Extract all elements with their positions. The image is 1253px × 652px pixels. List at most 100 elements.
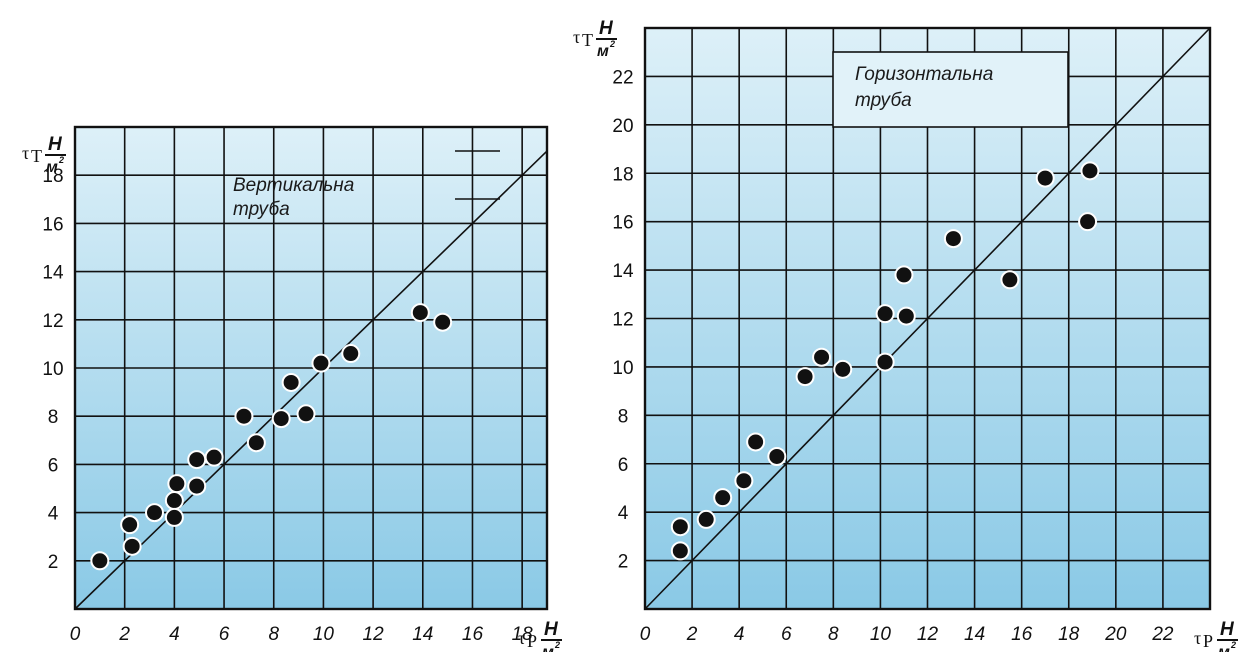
- data-point: [767, 446, 787, 466]
- data-point: [734, 471, 754, 491]
- x-tick-label: 6: [219, 624, 230, 645]
- axis-unit-denominator: м: [542, 644, 554, 652]
- data-point: [670, 541, 690, 561]
- y-axis-label: τ TНм 2: [22, 134, 66, 176]
- axis-unit-superscript: 2: [554, 640, 560, 650]
- y-axis-label: τ TНм 2: [573, 18, 617, 60]
- y-tick-label: 4: [618, 503, 629, 524]
- x-tick-label: 12: [917, 624, 939, 645]
- x-axis-label: τPНм2: [1194, 619, 1238, 652]
- data-point: [1080, 161, 1100, 181]
- axis-unit-denominator: м: [597, 43, 609, 60]
- x-tick-label: 18: [512, 624, 534, 645]
- axis-symbol: τ: [1194, 628, 1201, 648]
- reference-line: [74, 150, 548, 610]
- axis-unit-superscript: 2: [58, 155, 64, 165]
- y-tick-label: 8: [618, 406, 629, 427]
- x-tick-label: 4: [734, 624, 745, 645]
- data-point: [296, 404, 316, 424]
- axis-symbol: τ: [518, 628, 525, 648]
- y-tick-label: 18: [612, 164, 633, 185]
- axis-subscript: T: [31, 146, 42, 166]
- y-tick-label: 2: [48, 552, 59, 573]
- y-tick-label: 22: [612, 67, 633, 88]
- data-point: [246, 433, 266, 453]
- x-tick-label: 22: [1151, 624, 1174, 645]
- y-tick-label: 10: [42, 359, 63, 380]
- axis-unit-denominator: м: [1218, 644, 1230, 652]
- data-point: [311, 353, 331, 373]
- reference-line: [644, 27, 1211, 610]
- data-point: [1000, 270, 1020, 290]
- axis-unit-numerator: Н: [1220, 619, 1235, 640]
- annotation-text: труба: [233, 199, 290, 220]
- data-point: [433, 312, 453, 332]
- data-point: [875, 352, 895, 372]
- x-tick-label: 2: [686, 624, 698, 645]
- data-point: [670, 517, 690, 537]
- data-point: [812, 347, 832, 367]
- x-tick-label: 14: [412, 624, 433, 645]
- plot-frame: [643, 26, 1212, 611]
- axis-symbol: τ: [22, 143, 29, 163]
- y-tick-label: 16: [42, 214, 63, 235]
- axis-unit-denominator: м: [46, 159, 58, 176]
- data-point: [1035, 168, 1055, 188]
- data-point: [713, 488, 733, 508]
- data-point: [1078, 212, 1098, 232]
- x-tick-label: 12: [363, 624, 385, 645]
- data-point: [90, 551, 110, 571]
- y-tick-label: 20: [612, 116, 633, 137]
- y-tick-label: 8: [48, 407, 59, 428]
- x-tick-label: 16: [1011, 624, 1033, 645]
- axis-subscript: T: [582, 30, 593, 50]
- data-point: [410, 303, 430, 323]
- x-tick-label: 0: [70, 624, 81, 645]
- x-tick-label: 18: [1058, 624, 1080, 645]
- y-tick-label: 6: [48, 455, 59, 476]
- data-point: [167, 474, 187, 494]
- x-tick-label: 10: [313, 624, 335, 645]
- axis-unit-numerator: Н: [599, 18, 614, 39]
- data-point: [281, 372, 301, 392]
- y-tick-label: 6: [618, 455, 629, 476]
- annotation-text: Горизонтальна: [855, 64, 993, 85]
- x-tick-label: 10: [870, 624, 892, 645]
- x-axis-label: τPНм2: [518, 619, 562, 652]
- y-tick-label: 14: [42, 263, 64, 284]
- x-tick-label: 8: [268, 624, 279, 645]
- y-tick-label: 12: [612, 310, 633, 331]
- axis-unit-superscript: 2: [1230, 640, 1236, 650]
- y-tick-label: 12: [42, 311, 63, 332]
- x-tick-label: 20: [1104, 624, 1127, 645]
- axis-symbol: τ: [573, 27, 580, 47]
- annotation-text: Вертикальна: [233, 175, 354, 196]
- data-point: [234, 406, 254, 426]
- grid: [645, 28, 1210, 609]
- y-tick-label: 2: [618, 552, 629, 573]
- data-point: [187, 476, 207, 496]
- data-point: [833, 359, 853, 379]
- data-point: [943, 229, 963, 249]
- x-tick-label: 14: [964, 624, 985, 645]
- x-tick-label: 0: [640, 624, 651, 645]
- data-point: [144, 503, 164, 523]
- axis-unit-numerator: Н: [48, 134, 63, 155]
- x-tick-label: 2: [118, 624, 130, 645]
- plot-frame: [73, 125, 549, 611]
- axis-unit-numerator: Н: [544, 619, 559, 640]
- data-point: [120, 515, 140, 535]
- y-tick-label: 14: [612, 261, 634, 282]
- data-point: [896, 306, 916, 326]
- data-point: [746, 432, 766, 452]
- x-tick-label: 4: [169, 624, 180, 645]
- y-tick-label: 18: [42, 166, 63, 187]
- axis-subscript: P: [1203, 631, 1213, 651]
- x-tick-label: 8: [828, 624, 839, 645]
- data-point: [341, 344, 361, 364]
- y-tick-label: 10: [612, 358, 633, 379]
- data-point: [894, 265, 914, 285]
